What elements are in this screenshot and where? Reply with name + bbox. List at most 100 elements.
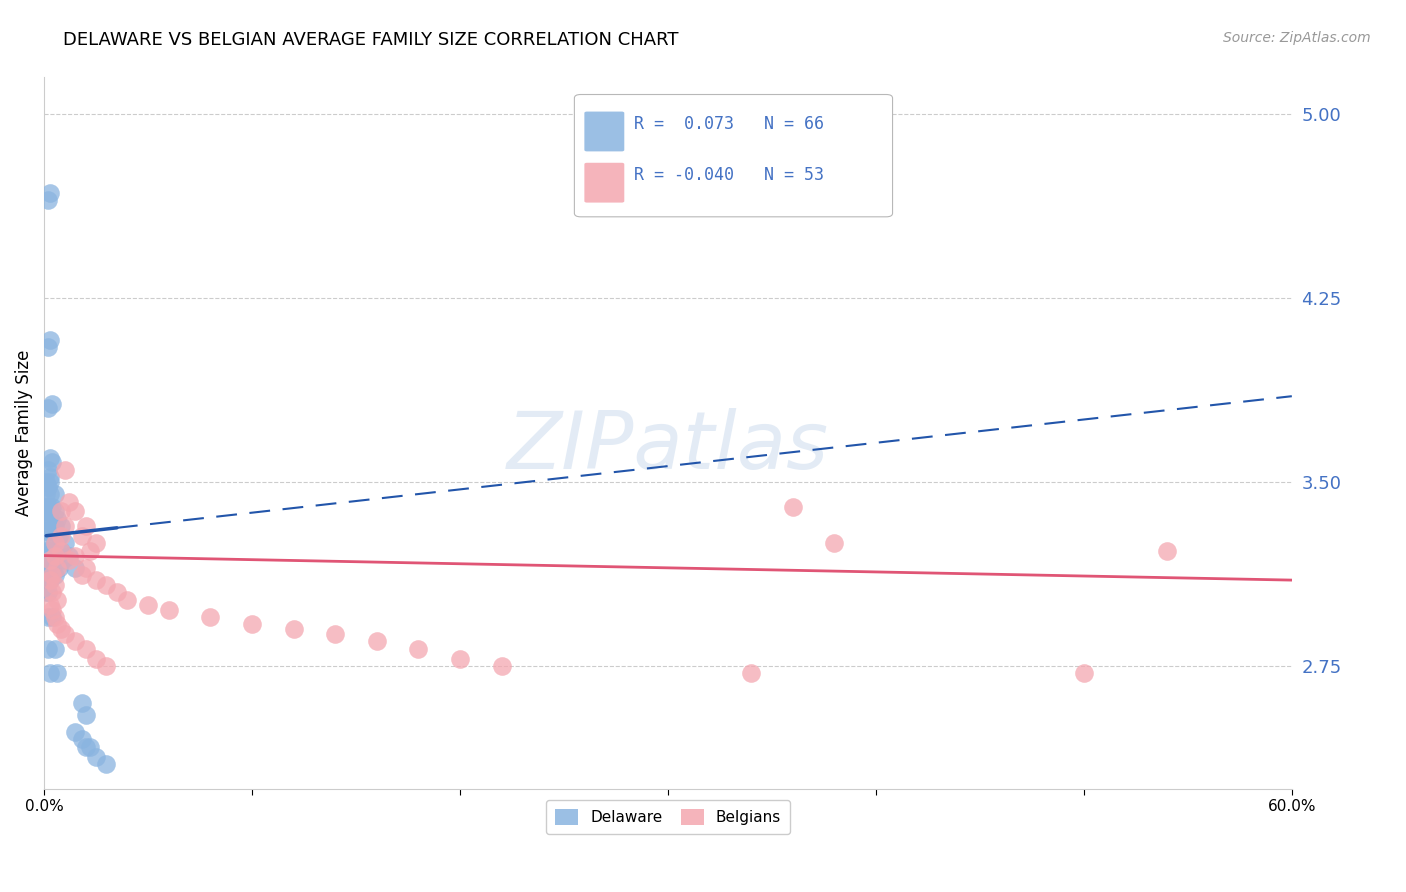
Point — [782, 500, 804, 514]
Point — [136, 598, 159, 612]
Point — [39, 553, 62, 567]
FancyBboxPatch shape — [575, 95, 893, 217]
Point — [44, 536, 66, 550]
Point — [35, 585, 58, 599]
Point — [39, 450, 62, 465]
Point — [39, 504, 62, 518]
Point — [35, 487, 58, 501]
Point — [49, 543, 72, 558]
Point — [35, 512, 58, 526]
Point — [49, 519, 72, 533]
Text: R =  0.073   N = 66: R = 0.073 N = 66 — [634, 115, 824, 133]
Point — [48, 561, 70, 575]
Point — [37, 536, 59, 550]
Point — [79, 543, 101, 558]
Point — [491, 659, 513, 673]
Point — [53, 627, 76, 641]
Point — [37, 641, 59, 656]
Point — [75, 739, 97, 754]
Point — [283, 622, 305, 636]
Point — [70, 732, 93, 747]
Point — [39, 543, 62, 558]
Point — [37, 340, 59, 354]
Point — [84, 536, 107, 550]
Point — [75, 641, 97, 656]
Text: R = -0.040   N = 53: R = -0.040 N = 53 — [634, 166, 824, 184]
Point — [53, 536, 76, 550]
Point — [44, 549, 66, 563]
Point — [45, 617, 67, 632]
Point — [53, 463, 76, 477]
Point — [49, 529, 72, 543]
Point — [41, 455, 63, 469]
Point — [65, 725, 87, 739]
Point — [58, 494, 80, 508]
Point — [49, 543, 72, 558]
Point — [39, 512, 62, 526]
Point — [44, 610, 66, 624]
Point — [96, 659, 118, 673]
Point — [37, 480, 59, 494]
Point — [37, 401, 59, 416]
Point — [323, 627, 346, 641]
Point — [240, 617, 263, 632]
Text: ZIPatlas: ZIPatlas — [508, 409, 830, 486]
Point — [45, 592, 67, 607]
Point — [37, 610, 59, 624]
Point — [41, 500, 63, 514]
Point — [75, 561, 97, 575]
Point — [37, 193, 59, 207]
Point — [84, 573, 107, 587]
Point — [157, 602, 180, 616]
Point — [35, 504, 58, 518]
Text: Source: ZipAtlas.com: Source: ZipAtlas.com — [1223, 31, 1371, 45]
FancyBboxPatch shape — [585, 162, 624, 202]
Point — [366, 634, 388, 648]
Point — [84, 749, 107, 764]
Point — [823, 536, 845, 550]
Point — [35, 524, 58, 538]
Point — [70, 696, 93, 710]
Point — [70, 529, 93, 543]
Point — [96, 578, 118, 592]
Point — [35, 553, 58, 567]
Point — [44, 578, 66, 592]
Point — [35, 573, 58, 587]
Point — [52, 553, 75, 567]
Point — [39, 333, 62, 347]
Point — [65, 634, 87, 648]
Point — [75, 708, 97, 723]
Point — [65, 504, 87, 518]
Point — [79, 739, 101, 754]
FancyBboxPatch shape — [585, 112, 624, 152]
Point — [39, 186, 62, 200]
Point — [41, 568, 63, 582]
Point — [200, 610, 222, 624]
Point — [45, 512, 67, 526]
Point — [44, 487, 66, 501]
Point — [39, 487, 62, 501]
Point — [45, 561, 67, 575]
Text: DELAWARE VS BELGIAN AVERAGE FAMILY SIZE CORRELATION CHART: DELAWARE VS BELGIAN AVERAGE FAMILY SIZE … — [63, 31, 679, 49]
Point — [35, 543, 58, 558]
Point — [35, 568, 58, 582]
Point — [84, 651, 107, 665]
Point — [1073, 666, 1095, 681]
Point — [75, 519, 97, 533]
Point — [44, 519, 66, 533]
Point — [41, 553, 63, 567]
Point — [39, 475, 62, 489]
Point — [37, 585, 59, 599]
Point — [44, 504, 66, 518]
Point — [1156, 543, 1178, 558]
Point — [37, 519, 59, 533]
Point — [740, 666, 762, 681]
Y-axis label: Average Family Size: Average Family Size — [15, 350, 32, 516]
Point — [105, 585, 128, 599]
Point — [70, 568, 93, 582]
Point — [49, 504, 72, 518]
Point — [41, 610, 63, 624]
Point — [41, 602, 63, 616]
Point — [39, 666, 62, 681]
Point — [37, 561, 59, 575]
